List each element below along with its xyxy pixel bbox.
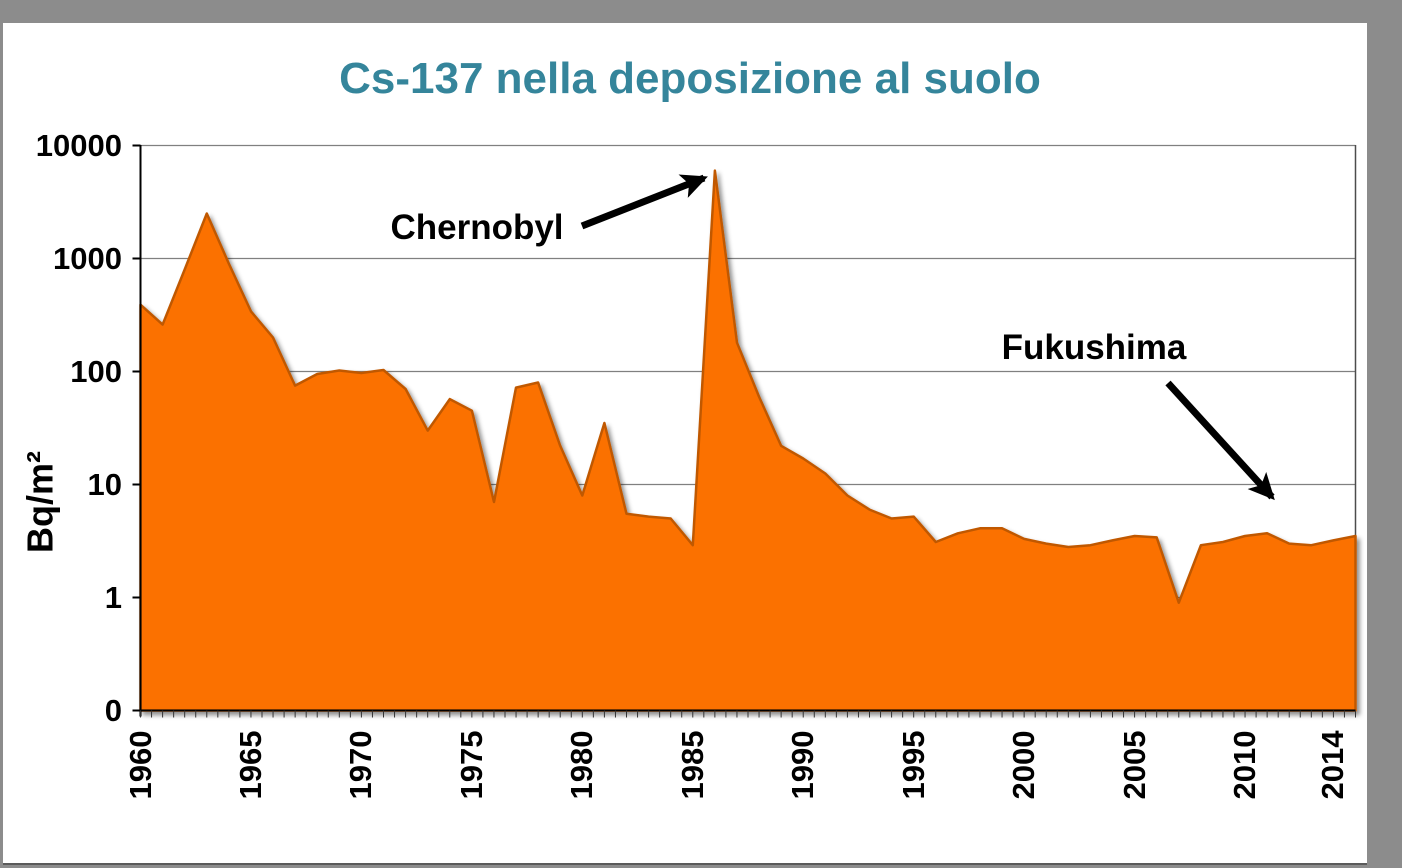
x-tick-label: 1995 bbox=[895, 730, 931, 800]
x-tick-label: 1990 bbox=[785, 730, 821, 800]
x-tick-label: 2000 bbox=[1006, 730, 1042, 800]
x-tick-label: 1985 bbox=[674, 730, 710, 800]
y-tick-label: 1000 bbox=[53, 240, 122, 276]
chart-title: Cs-137 nella deposizione al suolo bbox=[339, 54, 1041, 103]
x-tick-label: 1960 bbox=[122, 730, 158, 800]
y-tick-label: 0 bbox=[104, 692, 122, 728]
annotation-arrows bbox=[580, 174, 1275, 501]
y-tick-label: 10000 bbox=[35, 127, 122, 163]
y-tick-label: 1 bbox=[104, 579, 122, 615]
y-tick-label: 10 bbox=[87, 466, 122, 502]
x-tick-label: 2014 bbox=[1315, 730, 1351, 800]
x-tick-label: 1980 bbox=[564, 730, 600, 800]
y-axis-title: Bq/m² bbox=[19, 451, 61, 553]
y-tick-label: 100 bbox=[70, 353, 122, 389]
axes bbox=[132, 144, 1356, 718]
x-tick-label: 1970 bbox=[343, 730, 379, 800]
x-tick-label: 2010 bbox=[1227, 730, 1263, 800]
x-tick-label: 1975 bbox=[453, 730, 489, 800]
annotation-chernobyl: Chernobyl bbox=[390, 208, 564, 247]
x-tick-label: 2005 bbox=[1116, 730, 1152, 800]
x-tick-label: 1965 bbox=[232, 730, 268, 800]
deposition-area-series bbox=[139, 169, 1357, 712]
annotation-fukushima: Fukushima bbox=[1001, 328, 1187, 367]
